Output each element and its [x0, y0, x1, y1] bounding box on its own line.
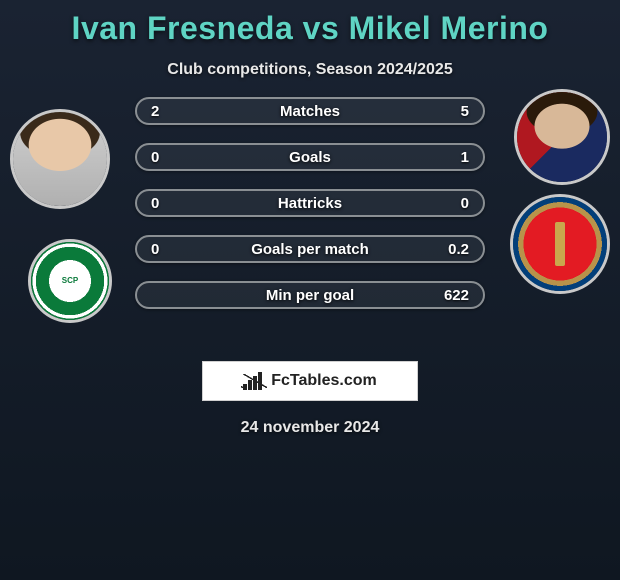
date-text: 24 november 2024	[0, 419, 620, 437]
brand-text: FcTables.com	[271, 372, 377, 390]
stat-row-gpm: 0 Goals per match 0.2	[135, 235, 485, 263]
subtitle: Club competitions, Season 2024/2025	[0, 61, 620, 79]
brand-box: FcTables.com	[202, 361, 418, 401]
player-photo-right	[514, 89, 610, 185]
stat-label: Goals	[137, 149, 483, 166]
stat-row-matches: 2 Matches 5	[135, 97, 485, 125]
sporting-badge-icon: SCP	[31, 242, 109, 320]
club-badge-left: SCP	[28, 239, 112, 323]
stat-left-value: 0	[151, 149, 159, 166]
stat-right-value: 0	[461, 195, 469, 212]
stat-right-value: 0.2	[448, 241, 469, 258]
stat-right-value: 622	[444, 287, 469, 304]
stat-left-value: 0	[151, 195, 159, 212]
stat-label: Min per goal	[137, 287, 483, 304]
arsenal-badge-icon	[513, 197, 607, 291]
stat-right-value: 5	[461, 103, 469, 120]
stat-left-value: 0	[151, 241, 159, 258]
player-photo-left	[10, 109, 110, 209]
stat-row-mpg: Min per goal 622	[135, 281, 485, 309]
page-title: Ivan Fresneda vs Mikel Merino	[0, 10, 620, 47]
stat-label: Goals per match	[137, 241, 483, 258]
stats-area: SCP 2 Matches 5 0 Goals 1 0 Hattricks 0 …	[0, 109, 620, 339]
stat-label: Hattricks	[137, 195, 483, 212]
club-badge-right	[510, 194, 610, 294]
infographic: Ivan Fresneda vs Mikel Merino Club compe…	[0, 0, 620, 580]
stat-row-goals: 0 Goals 1	[135, 143, 485, 171]
stat-right-value: 1	[461, 149, 469, 166]
stat-label: Matches	[137, 103, 483, 120]
bars-chart-icon	[243, 372, 265, 390]
stat-row-hattricks: 0 Hattricks 0	[135, 189, 485, 217]
stat-bars: 2 Matches 5 0 Goals 1 0 Hattricks 0 0 Go…	[135, 97, 485, 327]
stat-left-value: 2	[151, 103, 159, 120]
